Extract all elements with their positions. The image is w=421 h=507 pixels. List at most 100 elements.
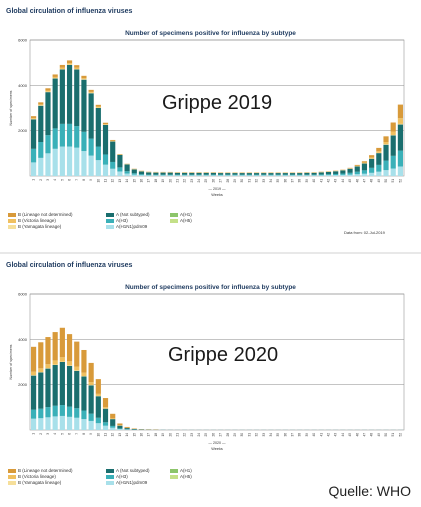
bar-segment-a_not_subtyped [81,79,87,132]
x-tick-label: 18 [154,179,158,183]
bar-segment-a_h3 [268,174,274,176]
bar-segment-a_h3 [354,171,360,175]
x-tick-label: 8 [82,179,86,181]
bar-segment-a_not_subtyped [102,408,109,423]
bar-segment-a_h3 [174,174,181,176]
x-tick-label: 27 [219,179,223,183]
bar-segment-b_victoria [31,117,37,119]
bar-segment-b_not_determined [361,161,368,163]
bar-segment-a_h1pdm09 [167,175,173,176]
bar-segment-a_h3 [182,174,188,176]
x-tick-label: 7 [75,179,79,181]
bar-segment-a_h3 [45,135,51,154]
bar-segment-a_not_subtyped [246,173,252,175]
x-tick-label: 5 [60,179,64,181]
bar-segment-a_h1pdm09 [66,146,73,176]
bar-segment-a_h1pdm09 [31,162,37,176]
bar-segment-a_h1pdm09 [59,415,65,430]
x-tick-label: 37 [291,433,295,437]
legend-label: A (Not subtyped) [116,212,150,217]
legend-swatch [106,468,114,473]
bar-segment-a_not_subtyped [38,105,44,142]
bar-segment-a_h3 [361,170,368,174]
bar-segment-a_h3 [253,174,260,176]
bar-segment-a_not_subtyped [203,172,209,175]
x-tick-label: 38 [298,433,302,437]
legend-swatch [8,474,16,479]
bar-segment-a_h3 [210,174,216,176]
bar-segment-a_h1pdm09 [66,416,73,430]
bar-segment-a_h1pdm09 [153,175,159,176]
bar-segment-a_not_subtyped [88,93,94,139]
x-tick-label: 2 [39,179,43,181]
bar-segment-a_h3 [340,173,346,175]
bar-segment-a_not_subtyped [45,368,51,408]
bar-segment-b_victoria [66,63,73,65]
x-tick-label: 40 [312,433,316,437]
x-tick-label: 19 [161,179,165,183]
bar-segment-b_not_determined [383,136,389,142]
bar-segment-a_h1pdm09 [117,171,123,176]
bar-segment-a_h1pdm09 [261,175,267,176]
bar-segment-a_h3 [333,173,339,176]
bar-segment-a_not_subtyped [196,172,202,175]
bar-segment-a_h1pdm09 [88,420,94,430]
x-tick-label: 12 [111,433,115,437]
bar-segment-a_not_subtyped [124,428,130,430]
bar-segment-b_victoria [59,67,65,70]
x-tick-label: 7 [75,433,79,435]
x-tick-label: 41 [319,433,323,437]
bar-segment-a_not_subtyped [160,172,166,175]
x-tick-label: 12 [111,179,115,183]
bar-segment-a_not_subtyped [239,173,245,175]
bar-segment-a_h1pdm09 [81,419,87,430]
bar-segment-a_h3 [59,405,65,416]
x-tick-label: 50 [384,179,388,183]
legend-label: B (Lineage not determined) [18,212,73,217]
x-tick-label: 40 [312,179,316,183]
x-tick-label: 1 [32,433,36,435]
bar-segment-a_h1pdm09 [397,166,403,176]
bar-segment-b_not_determined [110,139,116,141]
x-tick-label: 13 [118,179,122,183]
bar-segment-a_h3 [66,406,73,417]
x-tick-label: 5 [60,433,64,435]
bar-segment-a_not_subtyped [146,172,152,175]
bar-segment-b_victoria [383,142,389,145]
x-tick-label: 17 [147,433,151,437]
bar-segment-b_not_determined [88,362,94,383]
x-tick-label: 9 [89,179,93,181]
bar-segment-b_victoria [397,118,403,124]
legend-swatch [106,212,114,217]
bar-segment-a_h3 [138,174,145,176]
bar-segment-b_not_determined [369,155,375,158]
x-tick-label: 15 [132,433,136,437]
bar-segment-a_h3 [383,160,389,171]
bar-segment-a_not_subtyped [153,172,159,175]
y-tick-label: 4000 [18,83,28,88]
bar-segment-a_h1pdm09 [124,173,130,176]
x-tick-label: 28 [226,433,230,437]
bar-segment-a_not_subtyped [182,172,188,175]
bar-segment-a_h3 [369,167,375,173]
bar-segment-a_h1pdm09 [45,417,51,430]
bar-segment-a_not_subtyped [110,419,116,426]
bar-segment-a_not_subtyped [210,172,216,175]
x-tick-label: 23 [190,433,194,437]
bar-segment-a_h3 [102,422,109,426]
legend-swatch [106,224,114,229]
legend-swatch [106,480,114,485]
bar-segment-b_not_determined [45,88,51,91]
bar-segment-a_h3 [311,174,317,176]
legend-item: A(H1) [170,212,192,217]
bar-segment-a_h3 [289,174,296,176]
legend-label: A(H1N1)pdm09 [116,224,148,229]
bar-segment-a_h1pdm09 [340,174,346,176]
bar-segment-a_not_subtyped [333,171,339,174]
x-tick-label: 51 [391,179,395,183]
bar-segment-a_h1pdm09 [131,174,137,176]
x-tick-label: 46 [355,433,359,437]
bar-segment-a_not_subtyped [361,163,368,171]
bar-segment-a_not_subtyped [38,372,44,409]
